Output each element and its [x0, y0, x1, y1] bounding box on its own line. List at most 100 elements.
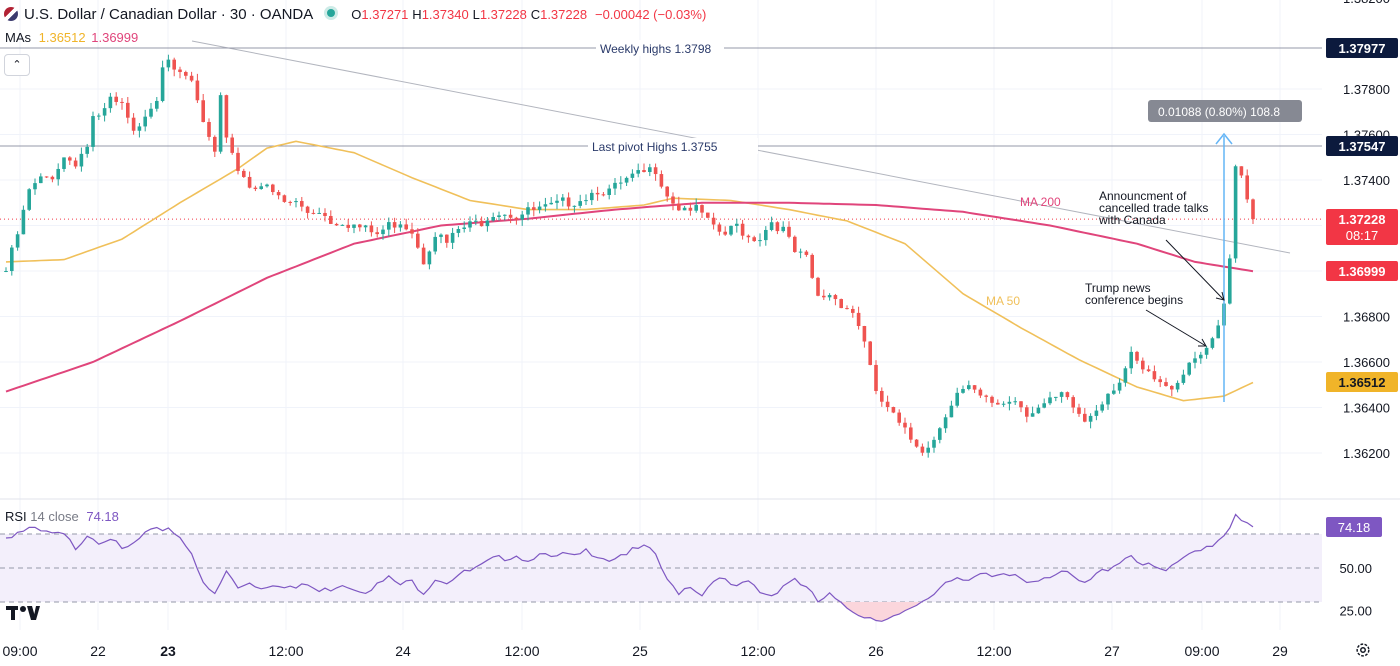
- candle-body: [311, 212, 316, 214]
- ohlc-open-label: O: [351, 7, 362, 22]
- candle-body: [1019, 401, 1023, 408]
- candle-body: [1054, 396, 1058, 398]
- candle-body: [33, 183, 37, 190]
- candle-body: [73, 160, 78, 167]
- collapse-chevron-icon[interactable]: ⌃: [4, 54, 30, 76]
- candle-body: [1112, 390, 1116, 394]
- candle-body: [102, 108, 107, 116]
- price-tick-label: 1.36600: [1343, 355, 1390, 370]
- candle-body: [271, 184, 275, 193]
- candle-body: [653, 167, 658, 175]
- candle-body: [381, 229, 385, 235]
- candle-body: [972, 385, 977, 390]
- candle-body: [1117, 382, 1122, 391]
- rsi-legend[interactable]: RSI 14 close 74.18: [5, 509, 119, 524]
- last-pivot-label-bg: [588, 138, 758, 154]
- candle-body: [1233, 166, 1238, 259]
- candle-body: [450, 232, 455, 243]
- price-label-value: 1.37228: [1339, 212, 1386, 227]
- candle-body: [961, 388, 965, 393]
- rsi-legend-value: 74.18: [86, 509, 119, 524]
- candle-body: [711, 217, 716, 225]
- candle-body: [108, 96, 113, 109]
- candle-body: [891, 407, 896, 413]
- candle-body: [630, 173, 635, 178]
- candle-body: [740, 223, 745, 236]
- candle-body: [584, 200, 588, 202]
- candle-body: [1001, 403, 1006, 405]
- candle-body: [126, 102, 130, 118]
- candle-body: [880, 390, 884, 402]
- price-label-box: [1326, 38, 1398, 58]
- candle-body: [758, 240, 762, 242]
- candle-body: [851, 308, 855, 313]
- candle-body: [218, 95, 223, 152]
- candle-body: [131, 117, 136, 131]
- settings-gear-icon[interactable]: [1354, 641, 1372, 659]
- candle-body: [601, 194, 606, 196]
- candle-body: [1088, 415, 1093, 422]
- candle-body: [1071, 397, 1075, 408]
- candle-body: [1042, 403, 1046, 408]
- news-conference-annotation-line: conference begins: [1085, 293, 1183, 307]
- time-tick-label: 27: [1104, 643, 1120, 659]
- candle-body: [445, 234, 449, 243]
- candle-body: [184, 72, 188, 76]
- candle-body: [1193, 358, 1197, 363]
- candle-body: [717, 224, 722, 232]
- candle-body: [27, 189, 31, 210]
- price-tick-label: 1.38200: [1343, 0, 1390, 6]
- candle-body: [996, 402, 1000, 405]
- candle-body: [1228, 258, 1232, 304]
- candle-body: [827, 295, 832, 298]
- candle-body: [56, 168, 60, 180]
- candle-body: [21, 209, 26, 235]
- time-tick-label: 09:00: [1184, 643, 1219, 659]
- candle-body: [485, 220, 490, 227]
- time-tick-label: 12:00: [976, 643, 1011, 659]
- candle-body: [677, 203, 681, 211]
- candle-body: [1030, 413, 1035, 417]
- candle-body: [300, 201, 304, 207]
- candle-body: [874, 364, 878, 391]
- symbol-title[interactable]: U.S. Dollar / Canadian Dollar · 30 · OAN…: [24, 6, 314, 23]
- candle-body: [1175, 382, 1180, 390]
- candle-body: [120, 101, 124, 103]
- candle-body: [207, 121, 211, 137]
- candle-body: [926, 447, 930, 453]
- candle-body: [1025, 407, 1029, 417]
- candle-body: [427, 251, 432, 265]
- mas-legend[interactable]: MAs 1.36512 1.36999: [5, 30, 138, 45]
- news-conference-arrowhead: [1198, 338, 1207, 347]
- candle-body: [491, 217, 495, 221]
- candle-body: [62, 157, 66, 169]
- candle-body: [282, 195, 287, 202]
- time-tick-label: 29: [1272, 643, 1288, 659]
- rsi-line: [5, 513, 1254, 622]
- candle-body: [4, 271, 8, 272]
- candle-body: [909, 427, 913, 440]
- price-label-box: [1326, 136, 1398, 156]
- candle-body: [624, 177, 629, 183]
- candle-body: [1106, 393, 1110, 405]
- time-tick-label: 12:00: [504, 643, 539, 659]
- candle-body: [914, 439, 919, 447]
- price-label-box: [1326, 372, 1398, 392]
- candle-body: [503, 214, 507, 216]
- candle-body: [619, 182, 623, 184]
- time-tick-label: 24: [395, 643, 411, 659]
- candle-body: [1013, 401, 1017, 403]
- candle-body: [143, 116, 147, 127]
- candle-body: [79, 153, 84, 167]
- candle-body: [816, 277, 820, 296]
- tradingview-logo-icon[interactable]: [6, 603, 40, 621]
- candle-body: [1251, 199, 1255, 220]
- candle-body: [682, 207, 687, 211]
- trade-talks-annotation-line: with Canada: [1098, 213, 1166, 227]
- candle-body: [648, 167, 652, 172]
- mas-label: MAs: [5, 30, 31, 45]
- candle-body: [456, 229, 461, 233]
- ohlc-open-value: 1.37271: [361, 7, 409, 22]
- candle-body: [868, 341, 872, 365]
